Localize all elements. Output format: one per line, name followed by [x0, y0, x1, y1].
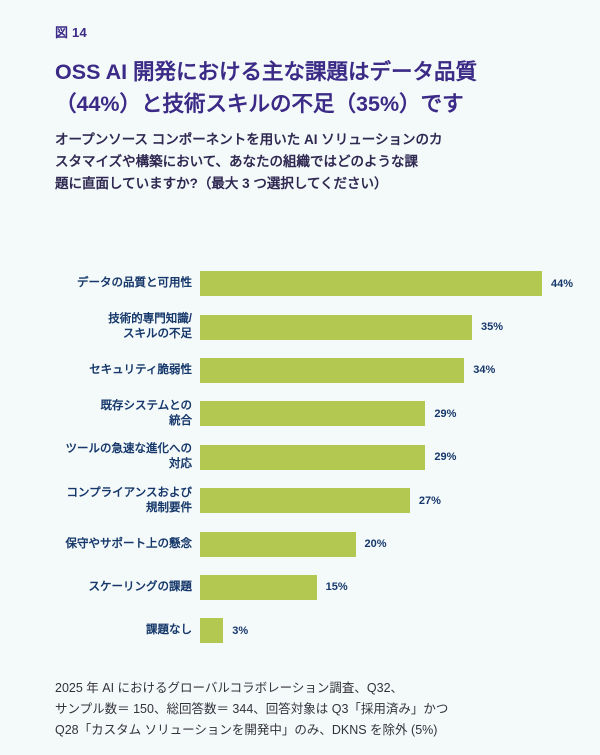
survey-question-subtitle: オープンソース コンポーネントを用いた AI ソリューションのカ スタマイズや構… [55, 132, 443, 191]
value-label: 35% [481, 321, 504, 334]
bar-area: 29% [200, 401, 570, 427]
bar [200, 401, 426, 427]
bar [200, 314, 472, 340]
bar [200, 444, 426, 470]
bar-area: 34% [200, 357, 570, 383]
bar-row: データの品質と可用性 44% [55, 262, 574, 305]
value-label: 20% [364, 538, 387, 551]
category-label: ツールの急速な進化への 対応 [65, 443, 193, 471]
bar-area: 15% [200, 574, 570, 600]
figure-label: 図 14 [55, 25, 87, 40]
bar [200, 271, 542, 297]
bar-chart: データの品質と可用性 44% 技術的専門知識/ スキルの不足 35% セキュリテ… [0, 262, 574, 653]
value-label: 29% [434, 451, 457, 464]
category-label: セキュリティ脆弱性 [89, 363, 192, 376]
category-label: 保守やサポート上の懸念 [65, 537, 193, 550]
bar-row: ツールの急速な進化への 対応 29% [55, 436, 570, 479]
category-label: コンプライアンスおよび 規制要件 [66, 486, 192, 514]
source-footnote: 2025 年 AI におけるグローバルコラボレーション調査、Q32、 サンプル数… [55, 680, 449, 737]
value-label: 3% [232, 624, 249, 637]
page-title: OSS AI 開発における主な課題はデータ品質 （44%）と技術スキルの不足（3… [55, 60, 478, 116]
bar-row: 課題なし 3% [55, 609, 570, 652]
value-label: 44% [551, 277, 574, 290]
bar [200, 357, 465, 383]
bar [200, 618, 224, 644]
bar-row: 技術的専門知識/ スキルの不足 35% [55, 305, 570, 348]
bar-area: 20% [200, 531, 570, 557]
bar-row: 保守やサポート上の懸念 20% [55, 522, 570, 565]
bar [200, 531, 356, 557]
category-label: 課題なし [146, 624, 192, 637]
bar [200, 488, 410, 514]
bar-area: 35% [200, 314, 570, 340]
bar-row: 既存システムとの 統合 29% [55, 392, 570, 435]
bar-row: スケーリングの課題 15% [55, 566, 570, 609]
bar-area: 44% [200, 271, 574, 297]
value-label: 15% [325, 581, 348, 594]
bar-row: コンプライアンスおよび 規制要件 27% [55, 479, 570, 522]
bar [200, 574, 317, 600]
value-label: 27% [418, 494, 441, 507]
category-label: 既存システムとの 統合 [100, 399, 192, 427]
bar-row: セキュリティ脆弱性 34% [55, 349, 570, 392]
category-label: スケーリングの課題 [88, 580, 193, 593]
bar-area: 3% [200, 618, 570, 644]
bar-area: 29% [200, 444, 570, 470]
category-label: データの品質と可用性 [77, 277, 192, 290]
value-label: 34% [473, 364, 496, 377]
bar-area: 27% [200, 488, 570, 514]
value-label: 29% [434, 407, 457, 420]
category-label: 技術的専門知識/ スキルの不足 [108, 313, 192, 341]
